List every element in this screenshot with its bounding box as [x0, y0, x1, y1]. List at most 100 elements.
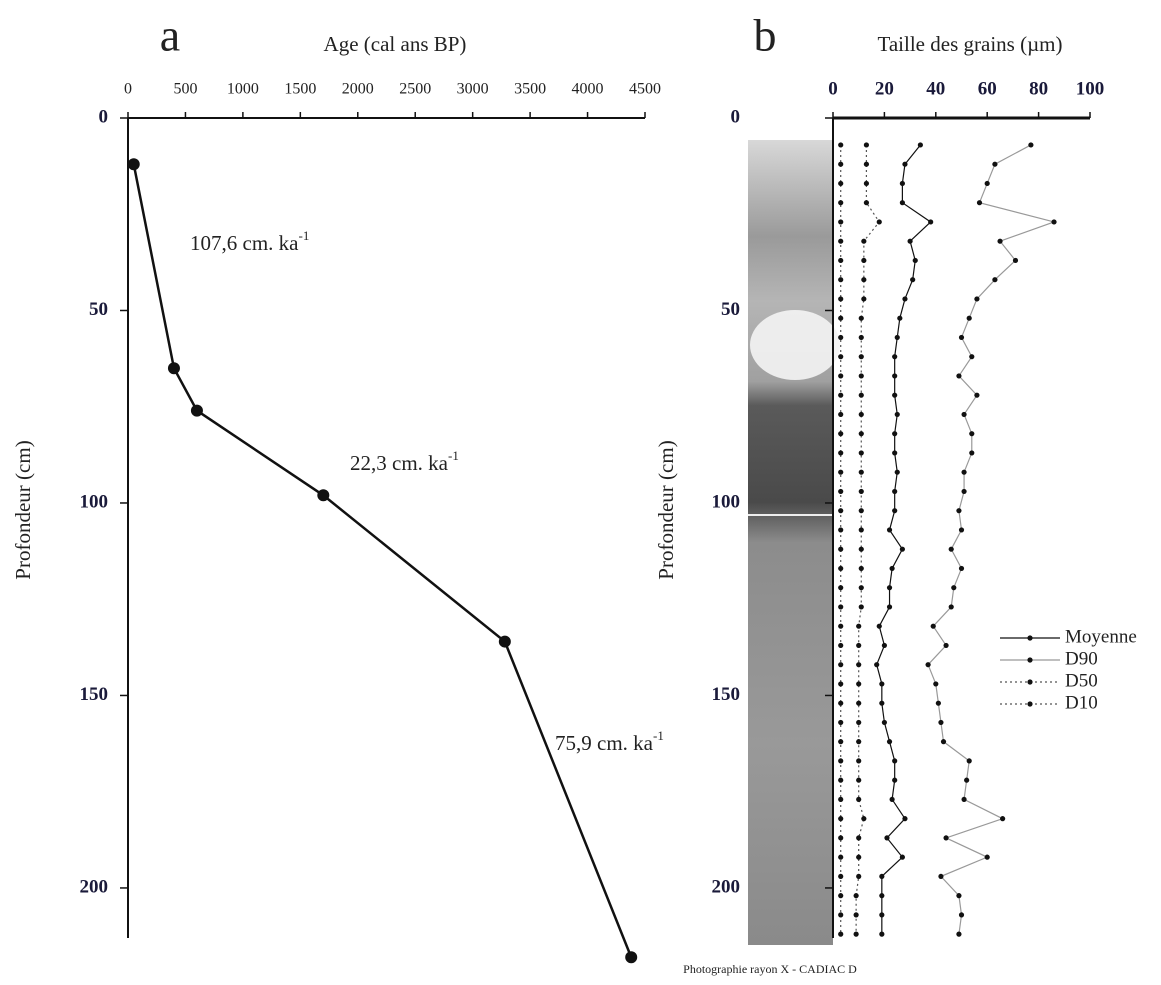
data-point — [838, 431, 844, 437]
data-point — [856, 719, 862, 726]
legend-dot — [1027, 679, 1033, 685]
data-point — [838, 623, 844, 629]
data-point — [853, 893, 859, 899]
data-point — [879, 912, 885, 918]
series-line — [927, 144, 1057, 935]
data-point — [858, 334, 864, 341]
data-point — [858, 392, 864, 398]
x-tick-label: 0 — [124, 81, 132, 98]
data-point — [856, 777, 862, 783]
data-point — [938, 719, 944, 726]
data-point — [912, 257, 918, 264]
data-point — [838, 873, 844, 880]
x-tick-label: 2500 — [399, 81, 431, 98]
data-point — [902, 161, 908, 167]
data-point — [190, 404, 203, 417]
data-point — [992, 161, 998, 167]
data-point — [879, 873, 885, 880]
y-tick-label: 50 — [721, 299, 740, 320]
x-tick-label: 4000 — [572, 81, 604, 98]
annotation-text: 75,9 cm. ka — [555, 731, 654, 755]
legend-dot — [1027, 657, 1033, 663]
data-point — [838, 662, 844, 668]
data-point — [966, 315, 972, 321]
data-point — [892, 431, 898, 437]
data-point — [858, 469, 864, 475]
panel-label: a — [160, 10, 180, 61]
data-point — [856, 681, 862, 687]
data-point — [984, 180, 990, 187]
data-point — [858, 488, 864, 495]
y-tick-label: 150 — [80, 684, 109, 705]
data-point — [889, 796, 895, 803]
series-line — [876, 144, 932, 935]
data-point — [167, 362, 180, 375]
data-point — [838, 392, 844, 398]
data-point — [853, 931, 859, 937]
data-point — [894, 469, 900, 475]
data-point — [838, 719, 844, 726]
y-tick-label: 200 — [80, 876, 109, 897]
x-tick-label: 40 — [926, 78, 945, 99]
data-point — [951, 585, 957, 591]
y-tick-label: 150 — [712, 684, 741, 705]
data-point — [863, 200, 870, 206]
legend-dot — [1027, 701, 1033, 707]
x-tick-label: 60 — [978, 78, 997, 99]
data-point — [889, 565, 895, 572]
data-point — [838, 854, 844, 860]
y-tick-label: 0 — [731, 106, 741, 127]
data-point — [838, 700, 844, 706]
annotation-text: 107,6 cm. ka — [190, 231, 299, 255]
data-point — [838, 373, 844, 379]
data-point — [961, 488, 967, 495]
legend-label: D90 — [1065, 648, 1098, 669]
data-point — [984, 854, 990, 860]
data-point — [964, 777, 970, 783]
legend-dot — [1027, 635, 1033, 641]
data-point — [838, 488, 844, 495]
data-point — [856, 700, 862, 706]
data-point — [861, 257, 867, 264]
data-point — [856, 642, 862, 649]
data-point — [838, 931, 844, 937]
x-tick-label: 20 — [875, 78, 894, 99]
data-point — [863, 161, 870, 167]
data-point — [943, 835, 949, 841]
data-point — [886, 585, 893, 591]
data-point — [958, 334, 965, 341]
data-point — [899, 854, 905, 860]
caption: Photographie rayon X - CADIAC D — [683, 962, 857, 976]
data-point — [853, 912, 859, 918]
data-point — [943, 642, 949, 649]
data-point — [969, 354, 975, 360]
series-line — [855, 144, 881, 935]
data-point — [1028, 142, 1034, 148]
data-point — [892, 758, 898, 764]
data-point — [961, 469, 967, 475]
data-point — [856, 796, 862, 803]
data-point — [838, 219, 844, 225]
data-point — [838, 604, 844, 610]
x-tick-label: 4500 — [629, 81, 661, 98]
annotation: 75,9 cm. ka-1 — [555, 728, 664, 755]
data-point — [956, 931, 962, 937]
data-point — [838, 257, 844, 264]
data-point — [933, 681, 939, 687]
data-point — [838, 816, 844, 822]
data-point — [881, 719, 888, 726]
data-point — [838, 469, 844, 475]
data-point — [902, 816, 908, 822]
data-point — [858, 527, 864, 533]
data-point — [892, 373, 898, 379]
data-point — [856, 623, 862, 629]
data-point — [838, 277, 844, 283]
annotation-text: 22,3 cm. ka — [350, 451, 449, 475]
data-point — [1051, 219, 1057, 225]
data-point — [925, 662, 931, 668]
data-point — [961, 411, 967, 418]
data-point — [861, 296, 867, 302]
data-point — [969, 450, 975, 456]
data-point — [838, 739, 844, 745]
